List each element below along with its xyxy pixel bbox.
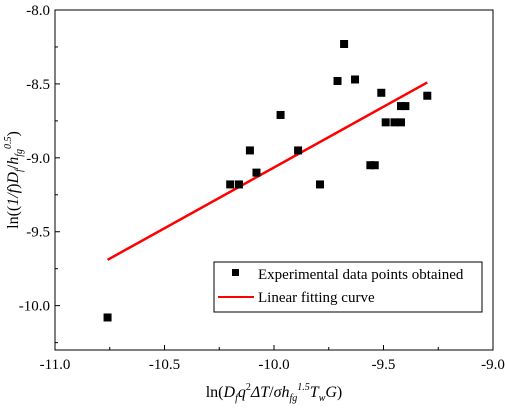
x-tick-label: -10.5 — [149, 357, 180, 373]
data-point — [103, 313, 112, 322]
data-point — [397, 118, 406, 127]
data-point — [401, 102, 410, 111]
fit-line — [106, 81, 428, 261]
data-point — [226, 180, 235, 189]
data-point — [245, 146, 254, 155]
data-point — [276, 110, 285, 119]
data-point — [381, 118, 390, 127]
y-tick-label: -10.0 — [19, 299, 50, 315]
data-point — [423, 91, 432, 100]
data-point — [377, 88, 386, 97]
x-tick-label: -9.0 — [481, 357, 505, 373]
data-point — [351, 75, 360, 84]
y-axis: -8.0 -8.5 -9.0 -9.5 -10.0 — [19, 3, 60, 344]
legend-label-points: Experimental data points obtained — [258, 267, 464, 283]
data-point — [294, 146, 303, 155]
data-point — [333, 76, 342, 85]
data-point — [315, 180, 324, 189]
data-point — [252, 168, 261, 177]
y-axis-label: ln((1/f)Df/hfg0.5) — [3, 131, 25, 229]
fit-line-series — [106, 81, 428, 261]
data-point — [340, 40, 349, 48]
y-tick-label: -8.0 — [26, 3, 50, 19]
legend-box — [213, 261, 483, 313]
y-tick-label: -8.5 — [26, 77, 50, 93]
legend: Experimental data points obtained Linear… — [213, 261, 483, 313]
data-point — [234, 180, 243, 189]
x-tick-label: -11.0 — [40, 357, 71, 373]
x-tick-label: -9.5 — [372, 357, 396, 373]
legend-label-fit-line: Linear fitting curve — [258, 290, 375, 306]
y-tick-label: -9.0 — [26, 151, 50, 167]
data-point — [366, 161, 375, 170]
data-point — [390, 118, 399, 127]
data-point — [397, 102, 406, 111]
data-points-series — [103, 40, 432, 322]
x-tick-label: -10.0 — [258, 357, 289, 373]
data-point — [370, 161, 379, 170]
legend-marker-points — [232, 269, 239, 276]
x-axis: -11.0 -10.5 -10.0 -9.5 -9.0 — [40, 345, 505, 373]
x-axis-label: ln(Dfq2ΔT/σhfg1.5TwG) — [206, 382, 343, 404]
y-tick-label: -9.5 — [26, 225, 50, 241]
